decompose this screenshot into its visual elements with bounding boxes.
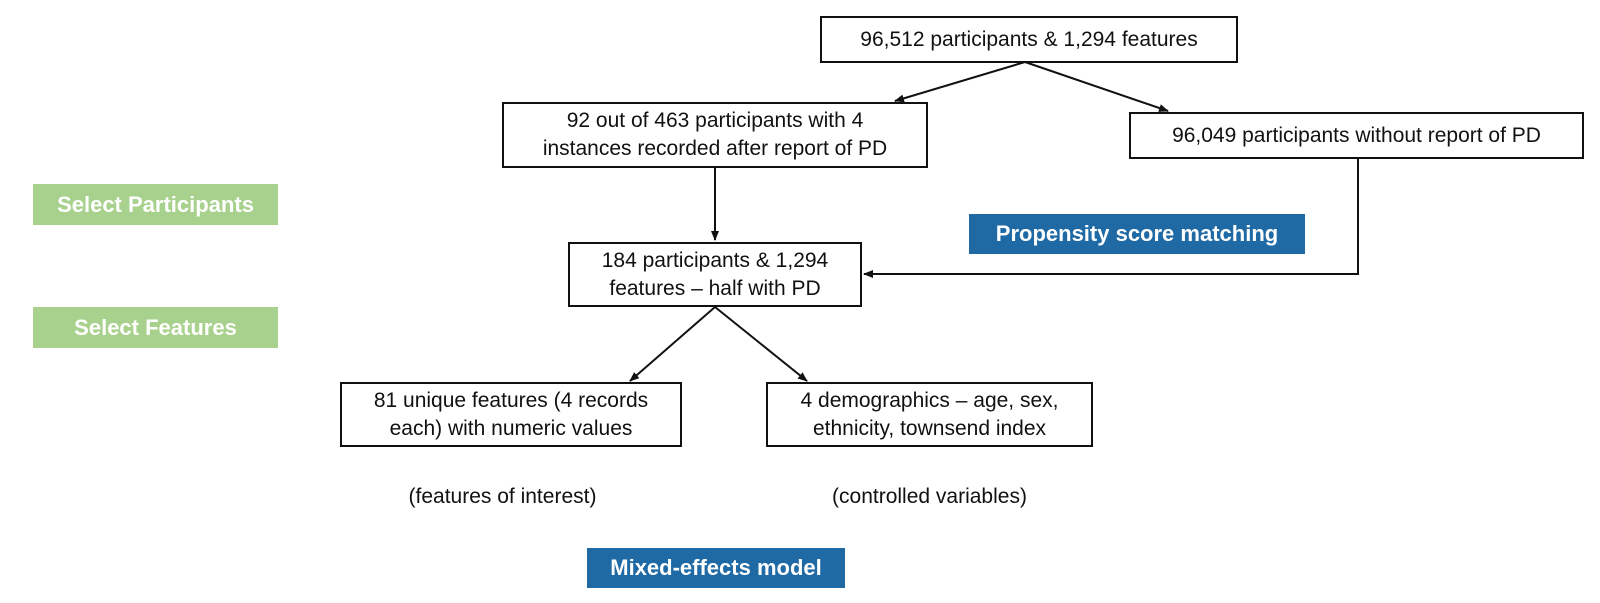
box-pd-participants-line1: 92 out of 463 participants with 4 (566, 109, 864, 132)
box-matched-participants-line1: 184 participants & 1,294 (601, 248, 829, 272)
box-demographics-line1: 4 demographics – age, sex, (800, 388, 1059, 412)
box-matched-participants: 184 participants & 1,294 features – half… (568, 242, 862, 307)
box-all-participants: 96,512 participants & 1,294 features (820, 16, 1238, 63)
box-demographics: 4 demographics – age, sex, ethnicity, to… (766, 382, 1093, 447)
box-unique-features-line2: each) with numeric values (389, 416, 633, 440)
box-no-pd-participants-text: 96,049 participants without report of PD (1172, 123, 1541, 147)
features-of-interest-note: (features of interest) (408, 485, 597, 508)
box-all-participants-text: 96,512 participants & 1,294 features (860, 27, 1198, 51)
box-pd-participants: 92 out of 463 participants with 4 instan… (502, 102, 928, 168)
box-demographics-line2: ethnicity, townsend index (812, 416, 1047, 440)
propensity-score-matching-label: Propensity score matching (969, 214, 1305, 254)
controlled-variables-note: (controlled variables) (832, 485, 1027, 508)
select-participants-label: Select Participants (33, 184, 278, 225)
box-pd-participants-line2: instances recorded after report of PD (542, 137, 888, 160)
arrow-matched-to-demographics (714, 306, 808, 382)
box-unique-features: 81 unique features (4 records each) with… (340, 382, 682, 447)
arrow-matched-to-features (629, 306, 716, 382)
box-no-pd-participants: 96,049 participants without report of PD (1129, 112, 1584, 159)
mixed-effects-model-label: Mixed-effects model (587, 548, 845, 588)
box-unique-features-line1: 81 unique features (4 records (373, 388, 649, 412)
box-matched-participants-line2: features – half with PD (609, 276, 821, 300)
select-features-label: Select Features (33, 307, 278, 348)
arrow-top-to-no-pd (1024, 61, 1169, 112)
arrow-top-to-pd (894, 61, 1026, 103)
